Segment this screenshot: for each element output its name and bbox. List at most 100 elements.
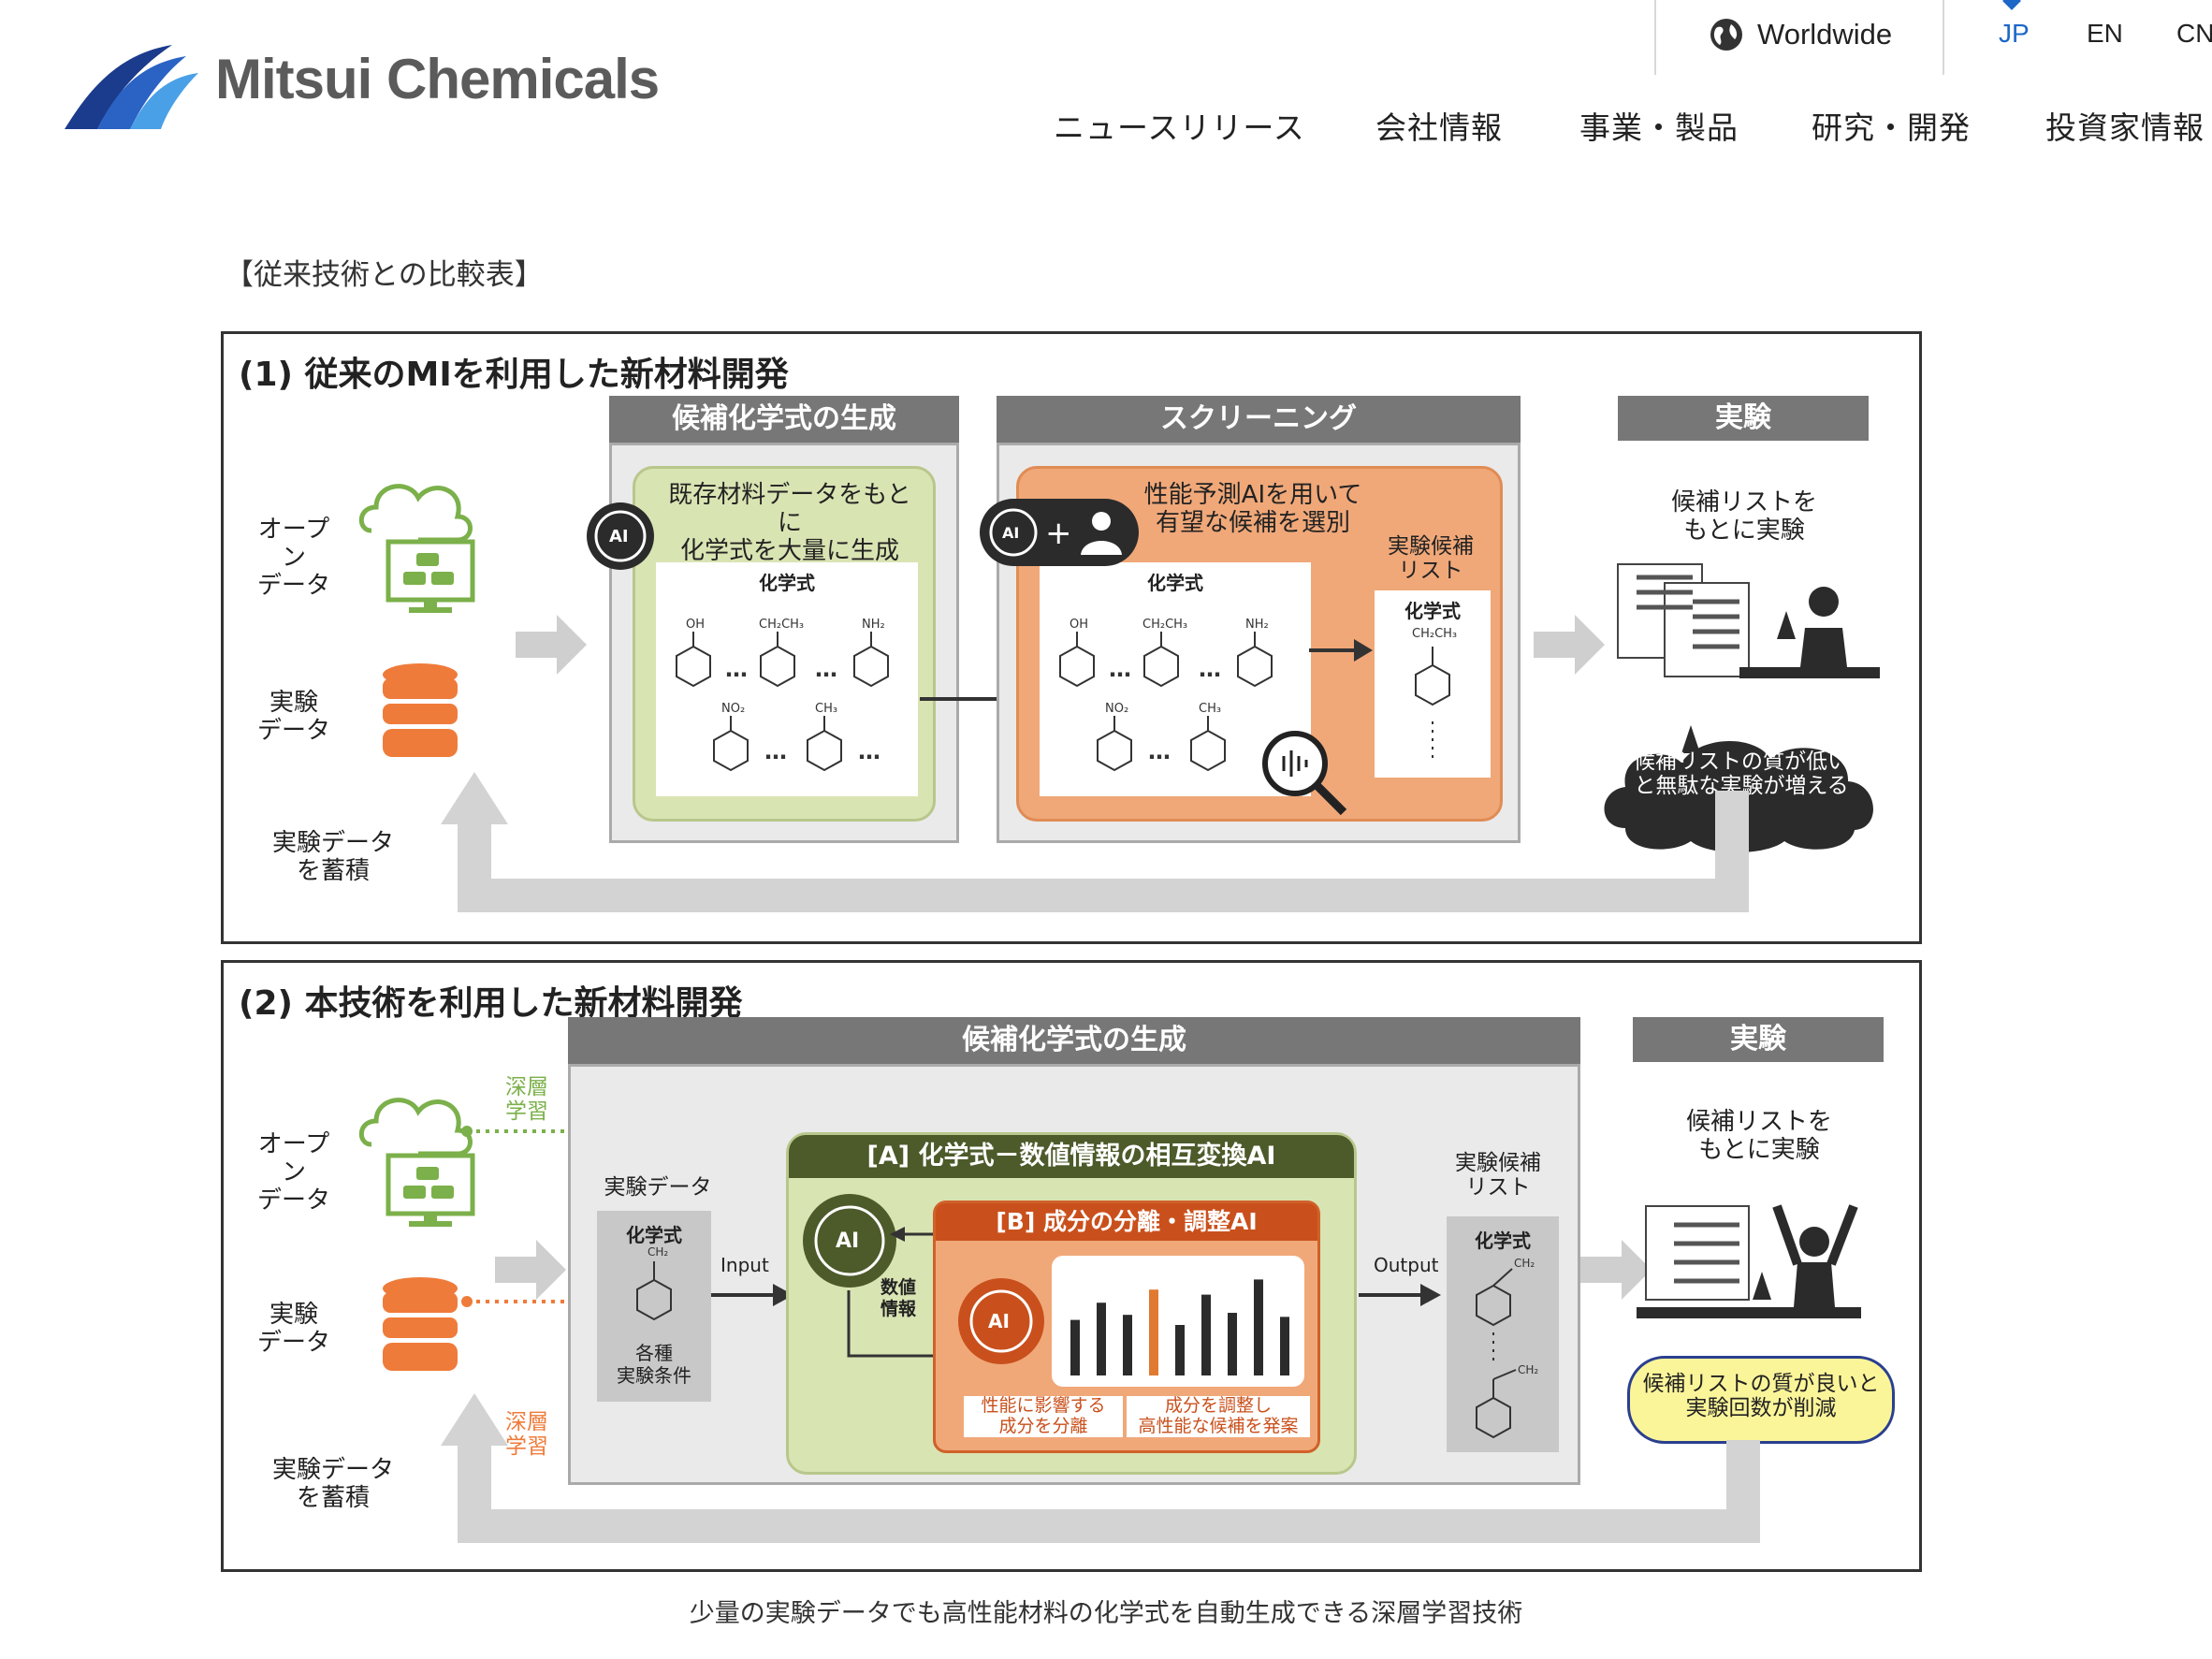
ethyl-label: CH₂CH₃ bbox=[1412, 627, 1457, 641]
database-icon bbox=[383, 1277, 458, 1371]
ethyl-label: CH₂CH₃ bbox=[1142, 618, 1187, 632]
styrene-structure-icon: CH₂ bbox=[636, 1245, 672, 1321]
chemical-structures-icon: OH CH₂CH₃ NH₂ NO₂ CH₃ … … … … bbox=[676, 618, 889, 772]
lang-en[interactable]: EN bbox=[2087, 19, 2123, 48]
ellipsis: … bbox=[815, 656, 837, 682]
nav-products[interactable]: 事業・製品 bbox=[1579, 109, 1739, 146]
deep-learning-label: 深層 学習 bbox=[505, 1075, 548, 1125]
component-bar bbox=[1254, 1279, 1263, 1375]
feedback-arrow-icon bbox=[441, 1393, 1760, 1543]
component-bar bbox=[1175, 1325, 1185, 1375]
exp-data-box-label: 実験データ bbox=[604, 1175, 712, 1200]
exp-data-label: 実験 データ bbox=[256, 1301, 330, 1357]
candidate-list-label: 実験候補 リスト bbox=[1388, 534, 1474, 584]
ai-text: AI bbox=[836, 1230, 859, 1253]
magnifier-icon bbox=[1262, 731, 1347, 816]
ellipsis: … bbox=[858, 738, 880, 764]
methyl-label: CH₃ bbox=[815, 702, 837, 716]
ai-a-box: [A] 化学式－数値情報の相互変換AI AI 数値 情報 [B] 成分の分離・調整… bbox=[786, 1132, 1357, 1475]
screening-text: 性能予測AIを用いて 有望な候補を選別 bbox=[1143, 481, 1362, 537]
arrow-right-icon bbox=[495, 1240, 566, 1300]
experiment-header: 実験 bbox=[1633, 1017, 1884, 1062]
ellipsis: … bbox=[764, 738, 787, 764]
arrow-right-icon bbox=[1534, 615, 1605, 675]
ch2-label: CH₂ bbox=[1514, 1257, 1535, 1270]
ellipsis: … bbox=[1148, 738, 1171, 764]
nitro-label: NO₂ bbox=[1105, 702, 1128, 716]
divider bbox=[1654, 0, 1656, 75]
ai-head-icon: AI bbox=[958, 1278, 1044, 1364]
worldwide-label: Worldwide bbox=[1757, 18, 1893, 51]
logo-text[interactable]: Mitsui Chemicals bbox=[215, 48, 660, 110]
component-bar bbox=[1123, 1315, 1132, 1375]
figure-caption: 少量の実験データでも高性能材料の化学式を自動生成できる深層学習技術 bbox=[689, 1599, 1523, 1628]
amine-label: NH₂ bbox=[862, 618, 885, 632]
ellipsis: … bbox=[1109, 656, 1131, 682]
worldwide-link[interactable]: Worldwide bbox=[1709, 17, 1892, 52]
nitro-label: NO₂ bbox=[721, 702, 745, 716]
feedback-arrow-icon bbox=[441, 772, 1749, 912]
bubble-text: 候補リストの質が良いと 実験回数が削減 bbox=[1642, 1372, 1880, 1421]
experiment-text: 候補リストを もとに実験 bbox=[1685, 1108, 1832, 1164]
formula-label: 化学式 bbox=[626, 1224, 682, 1246]
experiment-header: 実験 bbox=[1618, 396, 1869, 441]
generation-box: 実験データ 化学式 CH₂ 各種 実験条件 Input [A] 化学式－数値情報の… bbox=[568, 1064, 1580, 1485]
screening-inner: 性能予測AIを用いて 有望な候補を選別 実験候補 リスト 化学式 bbox=[1016, 466, 1503, 822]
divider bbox=[1943, 0, 1944, 75]
lang-jp[interactable]: JP bbox=[1999, 19, 2030, 48]
input-label: Input bbox=[720, 1254, 769, 1276]
ai-head-icon: AI bbox=[587, 502, 654, 570]
ch2-label: CH₂ bbox=[648, 1245, 668, 1259]
failed-experiment-icon bbox=[1617, 563, 1880, 678]
panel-title: (2) 本技術を利用した新材料開発 bbox=[239, 984, 743, 1023]
formula-label: 化学式 bbox=[1475, 1230, 1531, 1252]
bar-chart-card bbox=[1052, 1256, 1304, 1387]
arrow-right-icon bbox=[1309, 639, 1373, 662]
conditions-label: 各種 実験条件 bbox=[617, 1342, 691, 1387]
mitsui-logo-icon[interactable] bbox=[60, 36, 200, 134]
component-bar bbox=[1149, 1289, 1158, 1375]
ellipsis: … bbox=[1199, 656, 1221, 682]
formula-label: 化学式 bbox=[1404, 600, 1461, 622]
deep-learning-label: 深層 学習 bbox=[505, 1410, 548, 1460]
nav-news[interactable]: ニュースリリース bbox=[1054, 109, 1305, 146]
svg-text:+: + bbox=[1045, 515, 1072, 552]
lang-cn[interactable]: CN bbox=[2176, 19, 2212, 48]
ai-b-header: [B] 成分の分離・調整AI bbox=[936, 1203, 1317, 1241]
component-bar bbox=[1280, 1317, 1289, 1375]
successful-experiment-icon bbox=[1637, 1204, 1861, 1318]
component-bar bbox=[1201, 1294, 1211, 1375]
screening-header: スクリーニング bbox=[997, 396, 1521, 443]
generation-header: 候補化学式の生成 bbox=[609, 396, 959, 443]
generation-header: 候補化学式の生成 bbox=[568, 1017, 1580, 1064]
generation-inner: 既存材料データをもとに 化学式を大量に生成 化学式 OH bbox=[633, 466, 936, 822]
screening-box: 性能予測AIを用いて 有望な候補を選別 実験候補 リスト 化学式 bbox=[997, 443, 1521, 843]
open-data-label: オープン データ bbox=[256, 1130, 330, 1215]
ai-text: AI bbox=[988, 1310, 1010, 1332]
formula-label: 化学式 bbox=[759, 572, 815, 594]
arrow-right-icon bbox=[1359, 1284, 1441, 1306]
component-bar bbox=[1070, 1319, 1080, 1375]
formula-card: 化学式 OH CH₂CH₃ NH₂ N bbox=[656, 562, 918, 796]
panel-new-technology: (2) 本技術を利用した新材料開発 オープン データ 実験 データ 深層 学習 深層学… bbox=[221, 960, 1922, 1572]
globe-icon bbox=[1710, 19, 1742, 51]
nav-company[interactable]: 会社情報 bbox=[1375, 109, 1503, 146]
nav-research[interactable]: 研究・開発 bbox=[1812, 109, 1971, 146]
component-bars-icon bbox=[1070, 1279, 1289, 1375]
ethyl-label: CH₂CH₃ bbox=[759, 618, 804, 632]
ch2-label: CH₂ bbox=[1518, 1363, 1538, 1376]
ai-text: AI bbox=[609, 527, 629, 546]
component-bar bbox=[1097, 1302, 1106, 1375]
ai-head-icon: AI bbox=[803, 1194, 896, 1288]
generation-box: 既存材料データをもとに 化学式を大量に生成 化学式 OH bbox=[609, 443, 959, 843]
candidate-structures-icon: CH₂ CH₂ bbox=[1476, 1257, 1538, 1439]
accumulate-label: 実験データ を蓄積 bbox=[271, 1456, 394, 1512]
panel-conventional: (1) 従来のMIを利用した新材料開発 オープン データ 実験 データ 候補化学式の… bbox=[221, 331, 1922, 944]
candidate-structure-icon: CH₂CH₃ bbox=[1412, 627, 1457, 759]
numeric-info-label: 数値 情報 bbox=[880, 1277, 917, 1319]
ai-a-header: [A] 化学式－数値情報の相互変換AI bbox=[789, 1135, 1354, 1178]
ellipsis: … bbox=[725, 656, 748, 682]
section-label: 【従来技術との比較表】 bbox=[225, 258, 544, 292]
oh-label: OH bbox=[1070, 618, 1088, 632]
nav-investors[interactable]: 投資家情報 bbox=[2045, 109, 2205, 146]
